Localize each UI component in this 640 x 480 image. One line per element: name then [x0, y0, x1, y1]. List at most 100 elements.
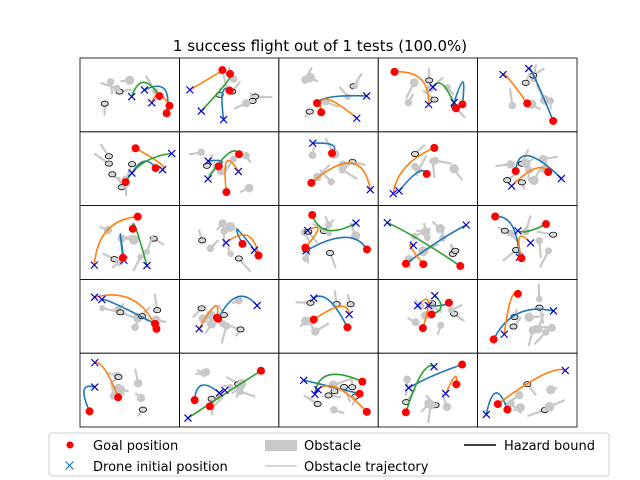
hazard-bound — [430, 96, 439, 103]
start-x-stroke — [167, 149, 176, 158]
drone-trajectory — [304, 226, 319, 249]
panel-0-3 — [377, 57, 479, 133]
drone-trajectory — [130, 81, 161, 97]
obstacle — [352, 83, 359, 90]
start-x-stroke — [313, 385, 322, 394]
legend-goal-label: Goal position — [93, 439, 178, 454]
panel-content — [491, 212, 558, 268]
obstacle — [429, 157, 437, 165]
legend-goal-marker — [66, 441, 74, 449]
goal-position — [226, 69, 235, 78]
obstacle — [143, 248, 150, 256]
goal-position — [444, 298, 453, 307]
obstacle — [507, 399, 515, 408]
drone-trajectory — [187, 370, 262, 419]
drone-initial-position — [507, 182, 516, 191]
drone-trajectory — [94, 294, 158, 330]
drone-trajectory — [502, 73, 528, 104]
goal-position — [312, 99, 321, 108]
start-x-stroke — [310, 390, 319, 399]
panel-2-1 — [178, 205, 280, 280]
obstacle — [535, 236, 544, 245]
goal-position — [155, 92, 164, 101]
start-x-stroke — [424, 100, 433, 109]
drone-initial-position — [430, 291, 439, 300]
goal-position — [205, 402, 214, 411]
start-x-stroke — [500, 330, 509, 339]
panel-3-2 — [278, 278, 379, 354]
panel-content — [401, 360, 467, 424]
goal-position — [517, 254, 526, 263]
drone-initial-position — [413, 301, 422, 310]
obstacle — [217, 168, 224, 176]
goal-position — [309, 315, 318, 324]
drone-initial-position — [90, 261, 99, 270]
hazard-bound — [236, 326, 245, 333]
goal-position — [544, 168, 553, 177]
obstacle — [515, 403, 525, 413]
obstacle — [514, 390, 524, 400]
drone-initial-position — [195, 324, 204, 333]
drone-initial-position — [90, 383, 99, 391]
start-x-stroke — [215, 389, 224, 397]
obstacle — [442, 402, 452, 412]
goal-position — [151, 164, 160, 173]
hazard-bound — [128, 161, 137, 168]
panel-content — [185, 66, 273, 124]
start-x-stroke — [222, 238, 231, 247]
drone-trajectory — [235, 228, 256, 251]
panel-0-2 — [278, 57, 379, 133]
obstacle — [547, 323, 556, 332]
start-x-stroke — [204, 157, 213, 166]
drone-trajectory — [313, 295, 349, 328]
drone-initial-position — [549, 307, 558, 315]
hazard-bound — [517, 179, 526, 186]
panel-content — [300, 211, 371, 269]
panel-content — [495, 148, 566, 191]
start-x-stroke — [395, 187, 403, 195]
drone-initial-position — [409, 241, 418, 250]
drone-initial-position — [557, 174, 566, 183]
legend-start-marker — [65, 461, 74, 470]
drone-trajectory — [408, 363, 463, 389]
goal-position — [213, 313, 222, 322]
hazard-bound — [100, 100, 109, 107]
goal-position — [133, 212, 142, 221]
obstacle — [241, 99, 251, 108]
panel-frame — [477, 57, 578, 133]
drone-trajectory — [398, 169, 428, 192]
panel-content — [407, 291, 465, 336]
obstacle — [411, 162, 419, 171]
hazard-bound — [104, 153, 113, 160]
start-x-stroke — [140, 85, 149, 94]
start-x-stroke — [462, 221, 471, 229]
obstacle — [521, 158, 531, 169]
panel-2-2 — [278, 205, 379, 280]
panel-content — [389, 143, 463, 198]
hazard-bound — [509, 323, 518, 330]
drone-initial-position — [234, 167, 243, 176]
panel-content — [499, 64, 558, 125]
goal-position — [549, 116, 558, 125]
obstacle — [219, 319, 227, 328]
legend: Goal position Drone initial position Obs… — [48, 432, 610, 477]
obstacle — [128, 234, 139, 245]
goal-position — [419, 260, 428, 269]
panel-content — [299, 373, 371, 416]
drone-initial-position — [308, 139, 317, 148]
obstacle — [344, 93, 351, 100]
drone-trajectory — [83, 385, 95, 412]
panel-2-4 — [477, 205, 578, 280]
obstacle — [236, 387, 244, 396]
obstacle — [449, 164, 459, 174]
drone-initial-position — [313, 385, 322, 394]
start-x-stroke — [90, 293, 99, 302]
start-x-stroke — [127, 92, 136, 101]
obstacle — [99, 305, 106, 312]
hazard-bound — [324, 392, 333, 399]
goal-position — [128, 224, 137, 233]
obstacle — [230, 155, 237, 163]
obstacle — [244, 183, 254, 193]
drone-initial-position — [362, 91, 371, 100]
